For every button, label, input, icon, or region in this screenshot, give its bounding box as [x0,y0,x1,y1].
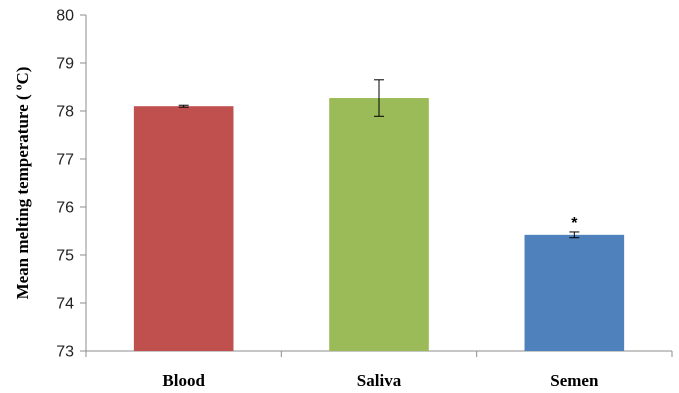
y-tick-label: 74 [56,296,74,313]
y-tick-label: 80 [56,8,74,25]
y-axis: 73 74 75 76 77 78 79 80 [56,8,87,361]
y-axis-title: Mean melting temperature ( ºC) [13,67,32,300]
y-tick-label: 73 [56,344,74,361]
x-tick-label-semen: Semen [550,371,599,390]
y-tick-label: 79 [56,56,74,73]
bar-saliva [329,98,429,351]
error-bars [178,79,580,239]
y-tick-label: 78 [56,104,74,121]
bar-semen [524,234,625,351]
bars [133,98,625,351]
y-tick-label: 77 [56,152,74,169]
y-tick-label: 76 [56,200,74,217]
bar-blood [133,106,234,351]
significance-marker: * [571,215,578,232]
x-axis [85,350,673,357]
labels: Blood Saliva * Semen [162,215,599,390]
x-tick-label-blood: Blood [162,371,205,390]
x-tick-label-saliva: Saliva [357,371,402,390]
y-tick-label: 75 [56,248,74,265]
